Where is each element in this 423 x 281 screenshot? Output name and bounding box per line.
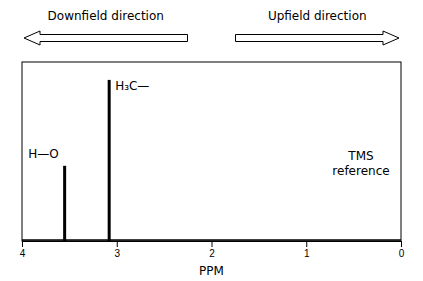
x-tick-mark (401, 241, 402, 247)
x-tick: 1 (304, 241, 310, 259)
peak (63, 166, 66, 241)
x-tick-mark (117, 241, 118, 247)
x-axis-line (23, 242, 402, 248)
x-tick-label: 3 (114, 248, 120, 259)
direction-arrow (24, 31, 188, 45)
tms-label-line: TMS (347, 149, 373, 163)
frame (22, 62, 401, 241)
x-axis: 0 1 2 3 4 (20, 241, 405, 259)
direction-label: Upfield direction (268, 9, 367, 23)
x-tick-label: 1 (304, 248, 310, 259)
direction-arrow (236, 31, 400, 45)
direction-label: Downfield direction (48, 9, 164, 23)
chart: 0 1 2 3 4 H—O H₃C— TMSreference PPM Downfield dir… (0, 0, 423, 281)
x-axis-title: PPM (199, 264, 224, 278)
x-tick-label: 4 (20, 248, 26, 259)
x-tick-mark (306, 241, 307, 247)
x-tick-label: 0 (399, 248, 405, 259)
peak-label: H₃C— (115, 79, 149, 93)
x-tick-mark (22, 241, 23, 247)
plot: 0 1 2 3 4 H—O H₃C— TMSreference (20, 62, 405, 259)
x-tick-mark (212, 241, 213, 247)
x-tick-label: 2 (209, 248, 215, 259)
x-tick: 3 (114, 241, 120, 259)
peak (108, 80, 111, 241)
x-tick: 4 (20, 241, 26, 259)
tms-label-line: reference (332, 164, 389, 178)
marks (63, 80, 111, 241)
peak-label: H—O (28, 147, 58, 161)
x-tick: 2 (209, 241, 215, 259)
tms-label: TMSreference (332, 149, 389, 177)
baseline (22, 239, 401, 241)
x-tick: 0 (399, 241, 405, 259)
